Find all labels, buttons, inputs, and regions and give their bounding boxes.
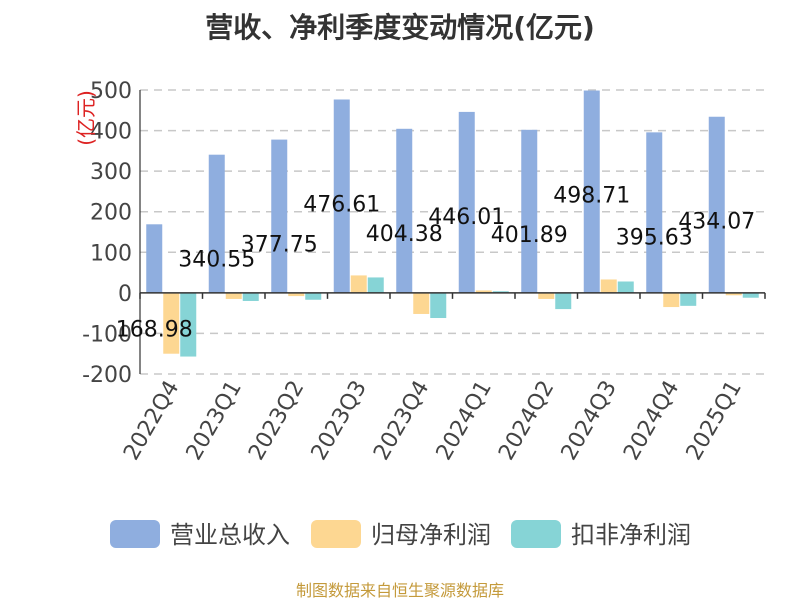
bar-net_profit-2022Q4 — [163, 292, 180, 354]
bar-net_profit-2023Q3 — [350, 275, 367, 293]
data-label: 340.55 — [178, 248, 255, 273]
bar-net_profit-2025Q1 — [725, 292, 742, 296]
bar-net_profit-2023Q1 — [225, 292, 242, 299]
x-tick-label: 2024Q1 — [432, 377, 497, 465]
bar-deducted_profit-2024Q4 — [680, 292, 697, 306]
x-tick-label: 2023Q3 — [307, 377, 372, 465]
x-tick-label: 2024Q3 — [557, 377, 622, 465]
legend-label: 营业总收入 — [170, 521, 290, 549]
data-label: 434.07 — [678, 210, 755, 235]
legend-swatch — [511, 520, 561, 548]
y-tick-label: 300 — [90, 160, 132, 185]
bar-deducted_profit-2022Q4 — [180, 292, 197, 357]
x-tick-label: 2023Q2 — [244, 377, 309, 465]
bar-revenue-2024Q2 — [521, 129, 538, 293]
bar-revenue-2025Q1 — [708, 116, 725, 293]
bar-revenue-2023Q3 — [333, 99, 350, 293]
bar-revenue-2024Q4 — [646, 132, 663, 293]
bar-deducted_profit-2023Q3 — [367, 277, 384, 293]
grid-layer — [140, 89, 765, 375]
x-tick-label: 2024Q2 — [494, 377, 559, 465]
bar-deducted_profit-2024Q2 — [555, 292, 572, 310]
bar-deducted_profit-2024Q1 — [492, 291, 509, 293]
y-tick-label: 100 — [90, 241, 132, 266]
bar-deducted_profit-2023Q4 — [430, 292, 447, 319]
x-tick-label: 2023Q1 — [182, 377, 247, 465]
bar-deducted_profit-2025Q1 — [742, 292, 759, 298]
y-tick-label: 400 — [90, 120, 132, 145]
bar-revenue-2023Q2 — [271, 139, 288, 293]
bar-deducted_profit-2023Q1 — [242, 292, 259, 301]
x-tick-label: 2023Q4 — [369, 377, 434, 465]
bar-layer — [146, 90, 759, 357]
y-axis-label: (亿元) — [74, 90, 98, 146]
bar-revenue-2023Q1 — [208, 154, 225, 293]
bar-deducted_profit-2023Q2 — [305, 292, 322, 300]
bar-net_profit-2024Q3 — [600, 279, 617, 293]
legend: 营业总收入 归母净利润 扣非净利润 — [110, 520, 691, 549]
bar-net_profit-2024Q2 — [538, 292, 555, 299]
x-tick-label: 2025Q1 — [682, 377, 747, 465]
legend-swatch — [110, 520, 160, 548]
y-tick-label: 200 — [90, 201, 132, 226]
bar-revenue-2023Q4 — [396, 128, 413, 293]
data-label: 401.89 — [491, 223, 568, 248]
bar-net_profit-2023Q4 — [413, 292, 430, 314]
data-label: 168.98 — [116, 317, 193, 342]
legend-label: 归母净利润 — [371, 521, 491, 549]
bar-revenue-2024Q1 — [458, 111, 475, 293]
data-label: 446.01 — [428, 205, 505, 230]
source-note: 制图数据来自恒生聚源数据库 — [295, 581, 504, 600]
y-tick-label: -100 — [82, 322, 132, 347]
legend-swatch — [311, 520, 361, 548]
data-label: 404.38 — [366, 222, 443, 247]
data-label: 498.71 — [553, 184, 630, 209]
bar-revenue-2022Q4 — [146, 224, 163, 293]
x-tick-label: 2022Q4 — [119, 377, 184, 465]
data-label: 395.63 — [616, 225, 693, 250]
bar-net_profit-2024Q1 — [475, 290, 492, 293]
y-tick-label: 0 — [118, 282, 132, 307]
data-label: 476.61 — [303, 192, 380, 217]
data-label: 377.75 — [241, 233, 318, 258]
legend-label: 扣非净利润 — [571, 521, 691, 549]
chart-title: 营收、净利季度变动情况(亿元) — [205, 11, 595, 44]
bar-revenue-2024Q3 — [583, 90, 600, 293]
x-tick-label: 2024Q4 — [619, 377, 684, 465]
bar-deducted_profit-2024Q3 — [617, 281, 634, 293]
bar-net_profit-2024Q4 — [663, 292, 680, 308]
bar-net_profit-2023Q2 — [288, 292, 305, 297]
y-tick-label: 500 — [90, 79, 132, 104]
y-tick-label: -200 — [82, 363, 132, 388]
